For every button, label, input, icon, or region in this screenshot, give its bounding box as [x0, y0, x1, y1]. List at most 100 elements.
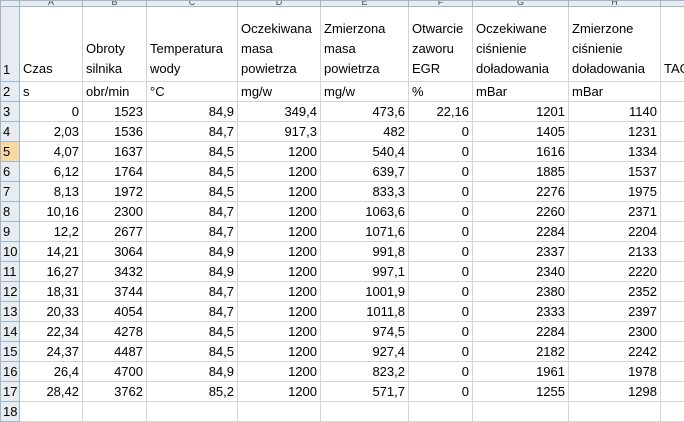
cell[interactable]: mg/w [321, 82, 409, 102]
cell[interactable]: mBar [473, 82, 569, 102]
cell[interactable] [661, 322, 684, 342]
cell[interactable]: 1975 [569, 182, 661, 202]
cell[interactable] [661, 142, 684, 162]
row-header[interactable]: 18 [1, 402, 20, 422]
cell[interactable]: % [409, 82, 473, 102]
cell[interactable]: 1200 [238, 322, 321, 342]
cell[interactable]: 20,33 [20, 302, 83, 322]
cell[interactable]: 0 [409, 262, 473, 282]
row-header[interactable]: 7 [1, 182, 20, 202]
cell[interactable]: 1200 [238, 142, 321, 162]
cell[interactable] [83, 402, 147, 422]
cell[interactable]: 1255 [473, 382, 569, 402]
row-header[interactable]: 1 [1, 7, 20, 82]
row-header[interactable]: 11 [1, 262, 20, 282]
cell[interactable]: 85,2 [147, 382, 238, 402]
cell[interactable]: 2300 [83, 202, 147, 222]
cell[interactable]: 24,37 [20, 342, 83, 362]
cell[interactable]: 14,21 [20, 242, 83, 262]
cell[interactable]: 833,3 [321, 182, 409, 202]
cell[interactable]: mBar [569, 82, 661, 102]
cell[interactable] [321, 402, 409, 422]
cell[interactable]: 2337 [473, 242, 569, 262]
cell[interactable]: 1200 [238, 182, 321, 202]
cell[interactable]: 2284 [473, 322, 569, 342]
cell[interactable]: 0 [409, 362, 473, 382]
cell[interactable]: 2260 [473, 202, 569, 222]
cell[interactable]: 1200 [238, 202, 321, 222]
cell[interactable]: 4278 [83, 322, 147, 342]
cell[interactable]: 1764 [83, 162, 147, 182]
cell[interactable]: 3064 [83, 242, 147, 262]
cell[interactable]: 571,7 [321, 382, 409, 402]
cell[interactable]: 639,7 [321, 162, 409, 182]
cell[interactable]: Oczekiwana masa powietrza [238, 7, 321, 82]
cell[interactable]: 16,27 [20, 262, 83, 282]
cell[interactable]: 1885 [473, 162, 569, 182]
cell[interactable]: 974,5 [321, 322, 409, 342]
cell[interactable]: 1200 [238, 242, 321, 262]
cell[interactable]: Temperatura wody [147, 7, 238, 82]
cell[interactable]: 84,7 [147, 282, 238, 302]
cell[interactable]: 3744 [83, 282, 147, 302]
cell[interactable]: 4054 [83, 302, 147, 322]
cell[interactable]: 0 [409, 242, 473, 262]
cell[interactable]: Obroty silnika [83, 7, 147, 82]
cell[interactable]: 1405 [473, 122, 569, 142]
cell[interactable] [661, 222, 684, 242]
cell[interactable]: 2182 [473, 342, 569, 362]
cell[interactable]: 4,07 [20, 142, 83, 162]
cell[interactable] [661, 82, 684, 102]
cell[interactable]: 2220 [569, 262, 661, 282]
cell[interactable]: 0 [20, 102, 83, 122]
cell[interactable]: 2333 [473, 302, 569, 322]
cell[interactable]: 84,9 [147, 262, 238, 282]
cell[interactable]: 12,2 [20, 222, 83, 242]
cell[interactable]: 2,03 [20, 122, 83, 142]
cell[interactable]: 482 [321, 122, 409, 142]
cell[interactable]: 1200 [238, 382, 321, 402]
cell[interactable] [661, 302, 684, 322]
cell[interactable]: 84,9 [147, 102, 238, 122]
row-header[interactable]: 16 [1, 362, 20, 382]
cell[interactable] [661, 162, 684, 182]
cell[interactable]: Otwarcie zaworu EGR [409, 7, 473, 82]
cell[interactable]: 1071,6 [321, 222, 409, 242]
cell[interactable]: 2397 [569, 302, 661, 322]
row-header[interactable]: 6 [1, 162, 20, 182]
cell[interactable]: 1200 [238, 302, 321, 322]
cell[interactable] [661, 382, 684, 402]
cell[interactable]: mg/w [238, 82, 321, 102]
cell[interactable]: 2352 [569, 282, 661, 302]
row-header[interactable]: 5 [1, 142, 20, 162]
cell[interactable]: Czas [20, 7, 83, 82]
cell[interactable]: 823,2 [321, 362, 409, 382]
cell[interactable]: 1200 [238, 282, 321, 302]
row-header[interactable]: 12 [1, 282, 20, 302]
cell[interactable]: 84,7 [147, 202, 238, 222]
cell[interactable]: 917,3 [238, 122, 321, 142]
cell[interactable] [473, 402, 569, 422]
cell[interactable]: 0 [409, 202, 473, 222]
cell[interactable]: 1200 [238, 262, 321, 282]
cell[interactable]: 28,42 [20, 382, 83, 402]
cell[interactable]: 3432 [83, 262, 147, 282]
cell[interactable]: Zmierzona masa powietrza [321, 7, 409, 82]
row-header[interactable]: 4 [1, 122, 20, 142]
cell[interactable]: 4700 [83, 362, 147, 382]
cell[interactable]: 84,9 [147, 362, 238, 382]
cell[interactable]: 2340 [473, 262, 569, 282]
cell[interactable]: 22,34 [20, 322, 83, 342]
cell[interactable]: 0 [409, 322, 473, 342]
cell[interactable]: 1537 [569, 162, 661, 182]
cell[interactable]: 26,4 [20, 362, 83, 382]
cell[interactable]: 0 [409, 382, 473, 402]
cell[interactable]: 1200 [238, 342, 321, 362]
cell[interactable]: 2242 [569, 342, 661, 362]
cell[interactable]: 1972 [83, 182, 147, 202]
cell[interactable]: s [20, 82, 83, 102]
cell[interactable]: 1334 [569, 142, 661, 162]
cell[interactable] [661, 242, 684, 262]
cell[interactable]: 927,4 [321, 342, 409, 362]
cell[interactable]: 4487 [83, 342, 147, 362]
